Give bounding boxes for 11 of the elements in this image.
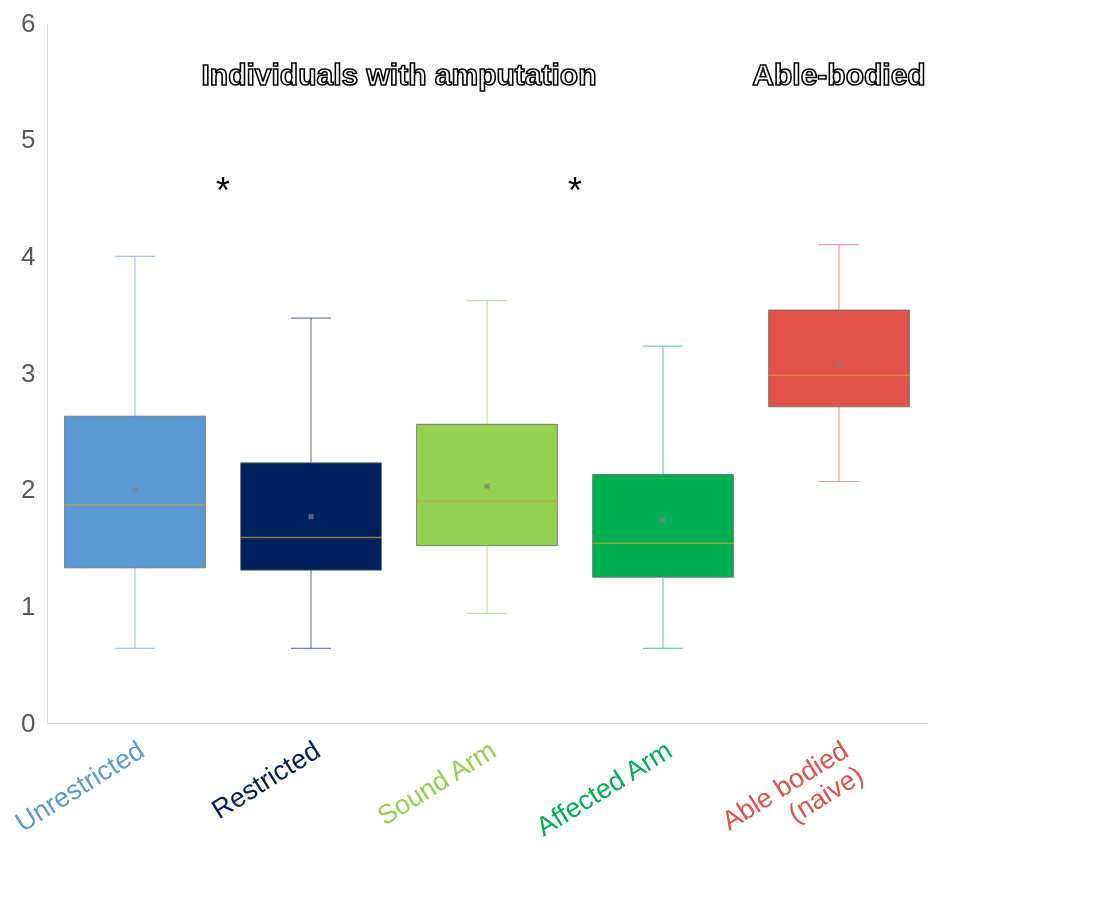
y-tick-label: 4 [21, 240, 36, 271]
y-tick-label: 6 [21, 7, 36, 38]
y-tick-label: 1 [21, 590, 36, 621]
y-tick-label: 2 [21, 474, 36, 505]
annotation: Individuals with amputation [201, 57, 597, 91]
annotation: * [215, 170, 231, 212]
y-tick-label: 5 [21, 124, 36, 155]
annotation: Able-bodied [752, 57, 926, 91]
annotation: * [567, 170, 583, 212]
y-tick-label: 0 [21, 707, 36, 738]
y-tick-label: 3 [21, 357, 36, 388]
